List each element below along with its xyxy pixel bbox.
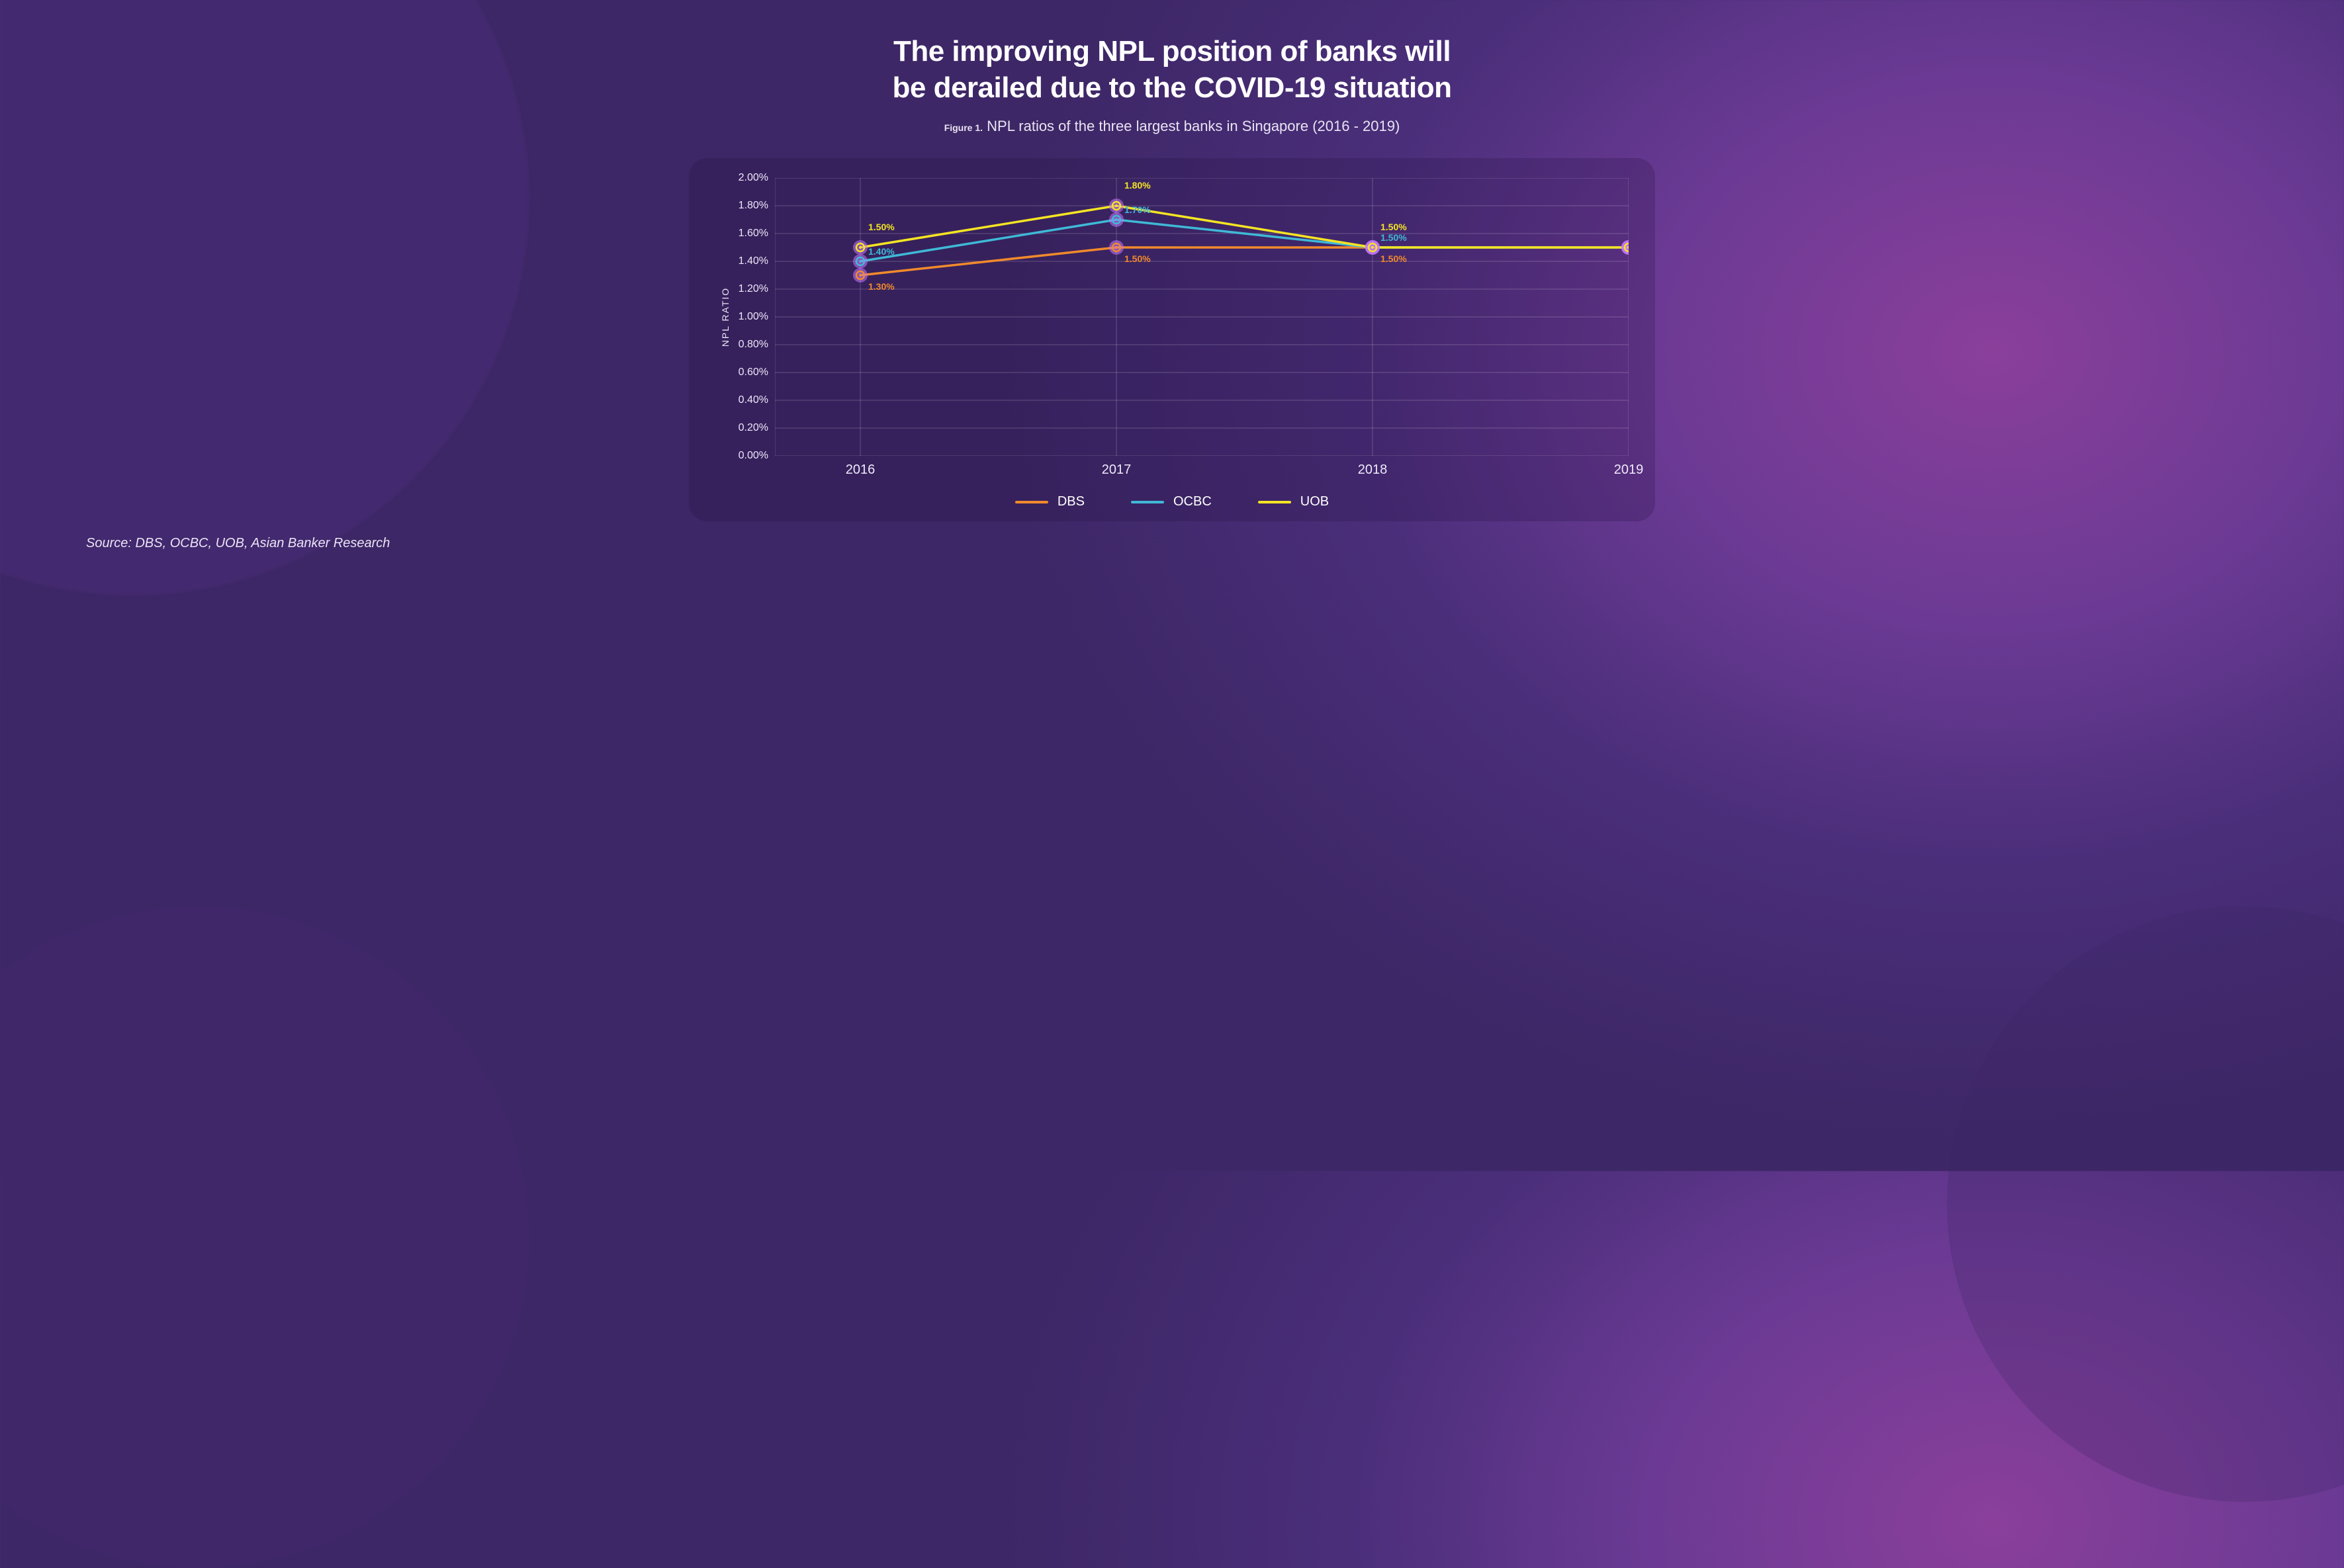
legend-item: DBS xyxy=(1015,494,1085,509)
legend-label: DBS xyxy=(1058,494,1085,509)
x-tick-label: 2016 xyxy=(846,462,876,478)
x-tick-label: 2019 xyxy=(1614,462,1644,478)
data-label: 1.80% xyxy=(1124,180,1151,191)
y-tick-label: 0.20% xyxy=(739,423,768,433)
marker-dot xyxy=(859,260,862,263)
data-label: 1.30% xyxy=(868,281,895,292)
y-tick-label: 0.40% xyxy=(739,395,768,406)
data-label: 1.50% xyxy=(868,222,895,232)
data-label: 1.50% xyxy=(1124,253,1151,264)
y-tick-label: 1.20% xyxy=(739,284,768,294)
y-tick-label: 1.80% xyxy=(739,200,768,211)
legend-label: UOB xyxy=(1300,494,1329,509)
y-tick-label: 0.60% xyxy=(739,367,768,378)
title-line-2: be derailed due to the COVID-19 situatio… xyxy=(893,71,1452,104)
chart-legend: DBS OCBC UOB xyxy=(715,494,1629,509)
x-tick-label: 2017 xyxy=(1102,462,1132,478)
legend-label: OCBC xyxy=(1173,494,1212,509)
y-tick-label: 1.40% xyxy=(739,256,768,267)
data-label: 1.50% xyxy=(1380,232,1407,243)
data-label: 1.40% xyxy=(868,246,895,257)
y-tick-label: 0.80% xyxy=(739,339,768,350)
legend-item: OCBC xyxy=(1131,494,1212,509)
marker-dot xyxy=(859,274,862,277)
title-line-1: The improving NPL position of banks will xyxy=(893,35,1451,67)
marker-dot xyxy=(1115,246,1118,249)
y-tick-label: 2.00% xyxy=(739,173,768,183)
marker-dot xyxy=(859,246,862,249)
figure-label: Figure 1. xyxy=(944,122,983,133)
y-axis-label-box: NPL RATIO xyxy=(715,178,735,456)
series-line-uob xyxy=(860,206,1629,247)
marker-dot xyxy=(1115,204,1118,207)
y-tick-label: 1.60% xyxy=(739,228,768,239)
page-title: The improving NPL position of banks will… xyxy=(893,33,1452,106)
chart-plot-area: 1.30%1.50%1.50%1.50%1.40%1.70%1.50%1.50%… xyxy=(775,178,1629,456)
marker-dot xyxy=(1115,218,1118,221)
legend-swatch xyxy=(1258,501,1291,503)
data-label: 1.50% xyxy=(1380,222,1407,232)
chart-panel: NPL RATIO 2.00% 1.80% 1.60% 1.40% 1.20% 1.00%… xyxy=(689,158,1655,521)
subtitle: Figure 1. NPL ratios of the three larges… xyxy=(944,118,1400,135)
source-text: Source: DBS, OCBC, UOB, Asian Banker Res… xyxy=(60,536,390,551)
data-label: 1.50% xyxy=(1380,253,1407,264)
subtitle-text: NPL ratios of the three largest banks in… xyxy=(987,118,1400,134)
y-tick-label: 0.00% xyxy=(739,451,768,461)
marker-dot xyxy=(1371,246,1374,249)
infographic-page: The improving NPL position of banks will… xyxy=(0,0,2344,1171)
chart-svg: 1.30%1.50%1.50%1.50%1.40%1.70%1.50%1.50%… xyxy=(775,178,1629,456)
legend-swatch xyxy=(1015,501,1048,503)
data-label: 1.70% xyxy=(1124,204,1151,215)
x-axis-ticks: 2016201720182019 xyxy=(775,462,1629,481)
y-axis-ticks: 2.00%1.80%1.60%1.40%1.20%1.00%0.80%0.60%… xyxy=(735,178,775,456)
legend-swatch xyxy=(1131,501,1164,503)
chart-body: NPL RATIO 2.00%1.80%1.60%1.40%1.20%1.00%… xyxy=(715,178,1629,456)
y-axis-label: NPL RATIO xyxy=(720,287,731,347)
y-tick-label: 1.00% xyxy=(739,312,768,322)
x-tick-label: 2018 xyxy=(1358,462,1388,478)
legend-item: UOB xyxy=(1258,494,1329,509)
